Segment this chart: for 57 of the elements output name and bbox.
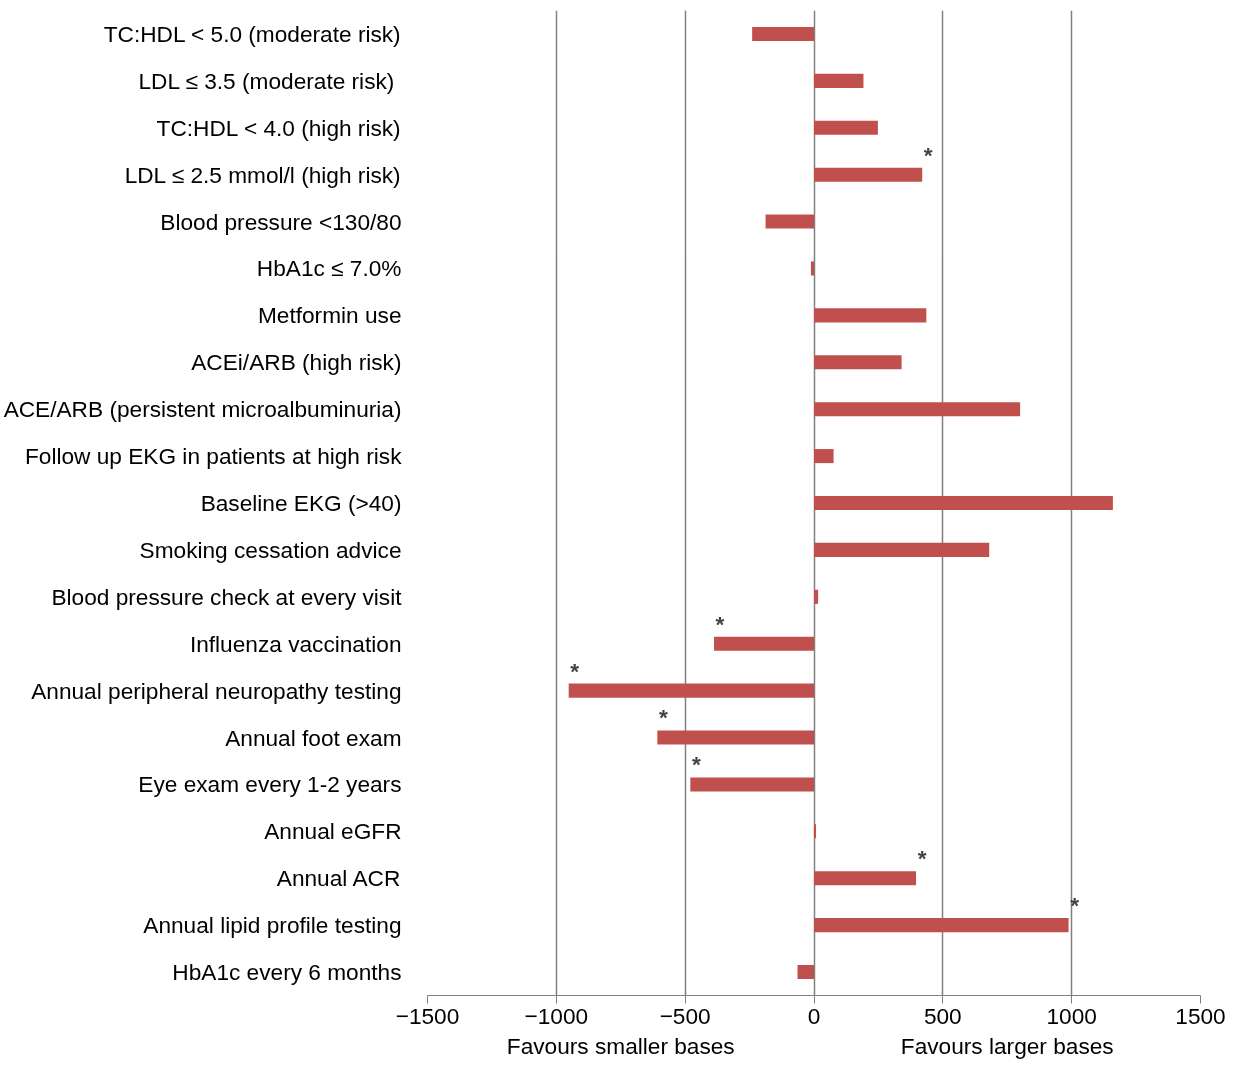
bar	[797, 965, 814, 980]
text: Favours smaller bases	[506, 1032, 735, 1059]
annotation: *	[658, 704, 668, 731]
bar	[714, 636, 814, 651]
bar	[814, 495, 1113, 511]
y-tick-label: Follow up EKG in patients at high risk	[24, 443, 403, 470]
y-tick-label: TC:HDL < 5.0 (moderate risk)	[103, 20, 401, 47]
bar	[814, 542, 990, 557]
bar	[814, 308, 927, 323]
x-tick-label: −500	[659, 1002, 711, 1029]
bar	[814, 824, 817, 839]
annotation: *	[691, 751, 701, 778]
y-tick-label: LDL ≤ 2.5 mmol/l (high risk)	[124, 161, 401, 188]
x-tick-label: 1500	[1175, 1002, 1226, 1029]
y-tick-label: LDL ≤ 3.5 (moderate risk)	[138, 67, 395, 94]
annotation: *	[923, 141, 933, 168]
y-tick-label: Annual peripheral neuropathy testing	[31, 677, 402, 704]
y-tick-label: ACE/ARB (persistent microalbuminuria)	[3, 396, 402, 423]
bar	[814, 120, 878, 135]
y-tick-label: Metformin use	[257, 302, 402, 329]
bar	[810, 261, 814, 276]
bar	[765, 214, 814, 229]
bar	[814, 918, 1069, 933]
bar	[657, 730, 814, 745]
bar	[814, 449, 834, 464]
x-tick-label: 1000	[1046, 1002, 1097, 1029]
annotation: *	[570, 657, 580, 684]
x-tick-label: 0	[807, 1002, 821, 1029]
bar	[814, 355, 902, 370]
x-tick-label: −1500	[395, 1002, 460, 1029]
bar	[690, 777, 814, 792]
y-tick-label: Smoking cessation advice	[139, 536, 402, 563]
y-tick-label: Annual ACR	[276, 865, 401, 892]
bar	[814, 73, 864, 88]
annotation: *	[715, 610, 725, 637]
text: Favours larger bases	[900, 1032, 1114, 1059]
y-tick-label: Influenza vaccination	[189, 630, 402, 657]
bar	[814, 167, 923, 182]
bar	[814, 402, 1021, 417]
y-tick-label: Eye exam every 1-2 years	[138, 771, 402, 798]
bar	[752, 26, 814, 41]
y-tick-label: Annual lipid profile testing	[143, 912, 402, 939]
y-tick-label: Blood pressure <130/80	[160, 208, 402, 235]
bar	[814, 871, 917, 886]
bar	[814, 589, 819, 604]
y-tick-label: Blood pressure check at every visit	[51, 583, 403, 610]
bar	[568, 683, 814, 698]
y-tick-label: Annual foot exam	[225, 724, 402, 751]
x-tick-label: 500	[923, 1002, 962, 1029]
x-tick-label: −1000	[524, 1002, 589, 1029]
y-tick-label: TC:HDL < 4.0 (high risk)	[156, 114, 401, 141]
y-tick-label: HbA1c every 6 months	[172, 959, 402, 986]
y-tick-label: HbA1c ≤ 7.0%	[256, 255, 402, 282]
y-tick-label: ACEi/ARB (high risk)	[191, 349, 402, 376]
annotation: *	[917, 845, 927, 872]
y-tick-label: Baseline EKG (>40)	[200, 490, 402, 516]
y-tick-label: Annual eGFR	[264, 818, 402, 845]
